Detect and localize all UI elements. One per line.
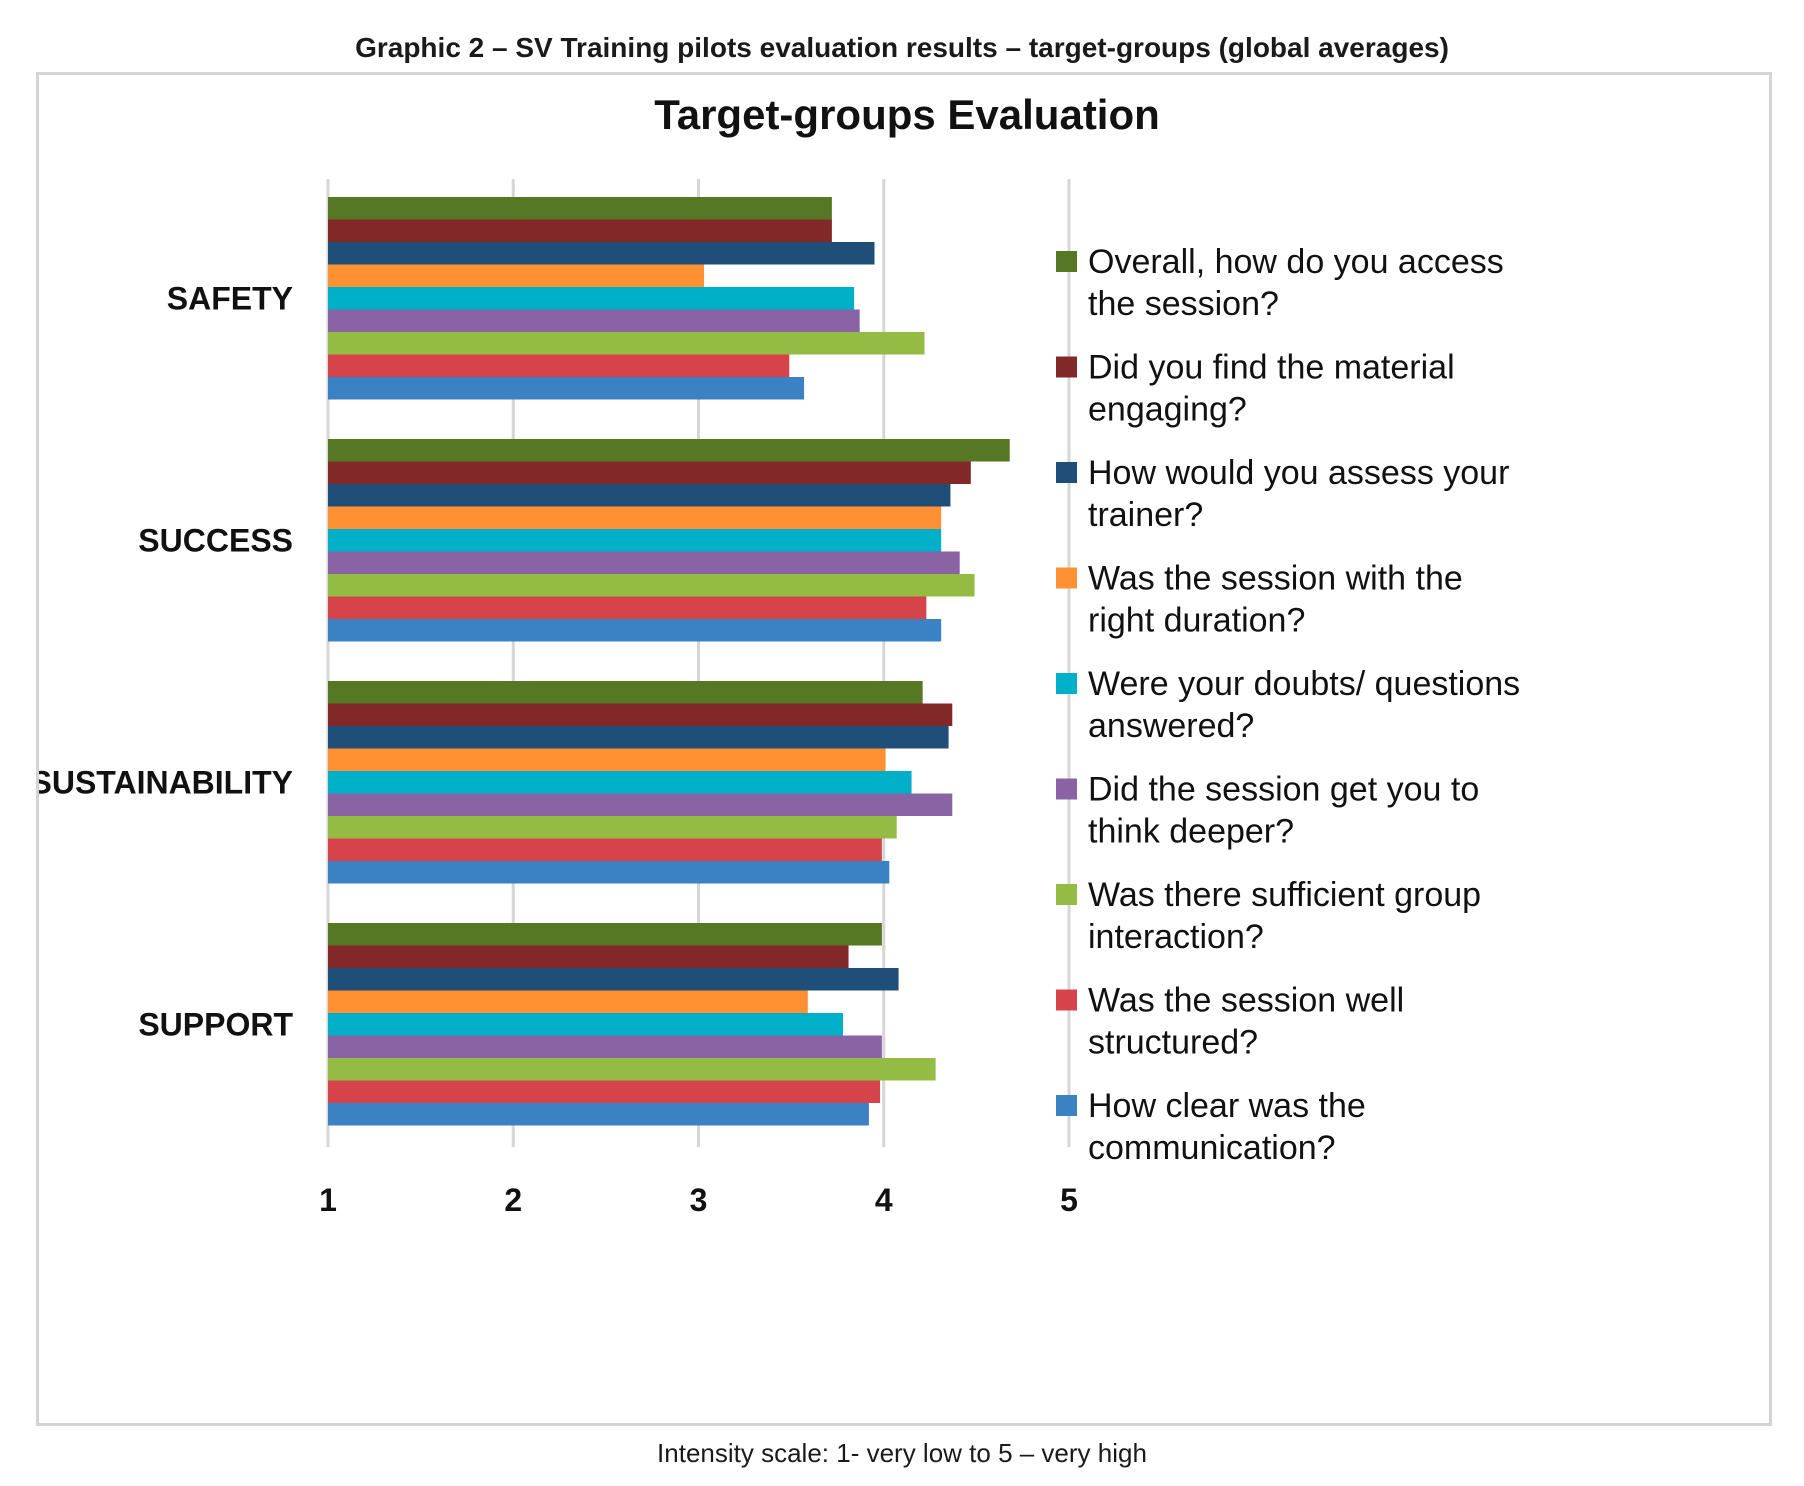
scale-footnote: Intensity scale: 1- very low to 5 – very…	[657, 1438, 1147, 1468]
bar	[328, 264, 705, 287]
legend-entry: Overall, how do you access the session?	[1088, 243, 1504, 323]
category-label: SUCCESS	[138, 522, 293, 558]
bar	[328, 923, 882, 946]
legend-swatch	[1056, 356, 1077, 378]
bar	[328, 681, 923, 704]
bar	[328, 1058, 936, 1081]
chart-title: Target-groups Evaluation	[654, 91, 1160, 138]
x-tick-label: 1	[319, 1182, 337, 1218]
legend: Overall, how do you access the session? Di…	[1056, 243, 1520, 1167]
legend-entry: Did you find the material engaging?	[1088, 349, 1455, 429]
legend-swatch	[1056, 251, 1077, 272]
bar	[328, 1080, 881, 1103]
legend-entry: Was there sufficient group interaction?	[1088, 876, 1481, 956]
bar	[328, 945, 849, 968]
bar	[328, 197, 832, 220]
legend-entry: Was the session with the right duration?	[1088, 560, 1463, 640]
legend-swatch	[1056, 1095, 1077, 1116]
legend-entry: How would you assess your trainer?	[1088, 454, 1509, 534]
bar	[328, 816, 897, 839]
bar	[328, 354, 790, 377]
bar	[328, 726, 949, 749]
category-label: SUSTAINABILITY	[39, 764, 293, 800]
legend-swatch	[1056, 567, 1077, 589]
bar	[328, 1035, 882, 1058]
bar	[328, 619, 942, 642]
bar	[328, 287, 855, 310]
bars	[328, 197, 1010, 1126]
category-label: SUPPORT	[138, 1006, 293, 1042]
bar	[328, 529, 942, 552]
bar	[328, 332, 925, 355]
bar	[328, 461, 971, 484]
bar	[328, 242, 875, 265]
legend-swatch	[1056, 989, 1077, 1011]
bar	[328, 506, 942, 529]
bar	[328, 793, 953, 816]
bar	[328, 968, 899, 991]
bar	[328, 551, 960, 574]
bar	[328, 574, 975, 597]
bar	[328, 703, 953, 726]
legend-swatch	[1056, 673, 1077, 694]
bar	[328, 596, 927, 619]
legend-entry: Were your doubts/ questions answered?	[1088, 665, 1520, 745]
legend-swatch	[1056, 778, 1077, 800]
legend-entry: Was the session well structured?	[1088, 982, 1404, 1062]
bar	[328, 771, 912, 794]
bar	[328, 1103, 869, 1126]
bar	[328, 748, 886, 771]
figure-caption: Graphic 2 – SV Training pilots evaluatio…	[355, 32, 1449, 63]
legend-swatch	[1056, 884, 1077, 905]
bar	[328, 1013, 843, 1036]
category-label: SAFETY	[167, 280, 293, 316]
legend-entry: Did the session get you to think deeper?	[1088, 771, 1479, 851]
bar	[328, 439, 1010, 462]
chart-frame: Target-groups Evaluation SAFETY SUCCESS SU…	[36, 72, 1772, 1426]
bar	[328, 219, 832, 242]
legend-entry: How clear was the communication?	[1088, 1087, 1366, 1167]
bar	[328, 309, 860, 332]
bar	[328, 838, 882, 861]
x-tick-label: 3	[690, 1182, 708, 1218]
bar	[328, 484, 951, 507]
bar	[328, 990, 808, 1013]
legend-swatch	[1056, 462, 1077, 483]
category-labels: SAFETY SUCCESS SUSTAINABILITY SUPPORT	[39, 280, 293, 1042]
x-tick-label: 4	[875, 1182, 893, 1218]
x-tick-label: 2	[504, 1182, 522, 1218]
bar	[328, 377, 805, 400]
bar	[328, 861, 890, 884]
x-tick-label: 5	[1060, 1182, 1078, 1218]
chart: Target-groups Evaluation SAFETY SUCCESS SU…	[39, 91, 1520, 1218]
x-tick-labels: 1 2 3 4 5	[319, 1182, 1078, 1218]
